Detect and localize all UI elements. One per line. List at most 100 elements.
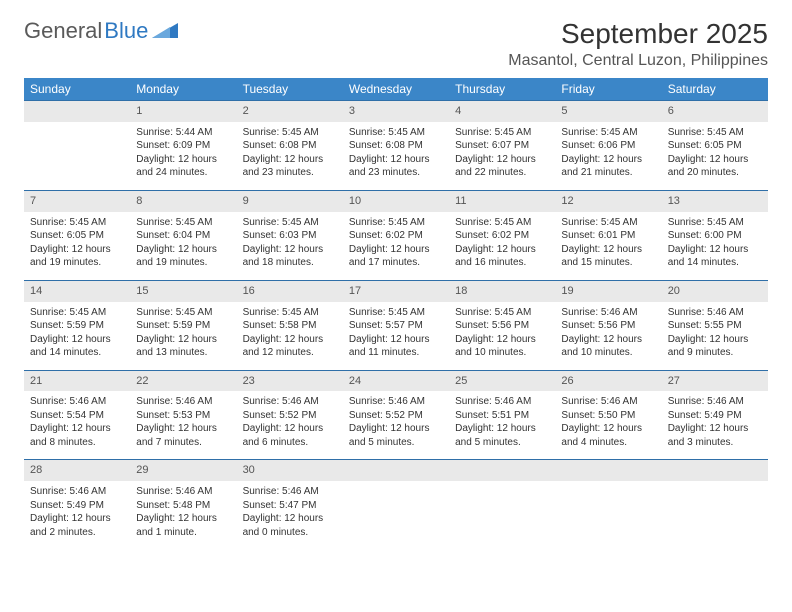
day-number-cell: 28 xyxy=(24,460,130,481)
detail-line: Daylight: 12 hours xyxy=(243,153,337,167)
detail-line: and 0 minutes. xyxy=(243,526,337,540)
day-number-cell: 10 xyxy=(343,190,449,211)
day-detail-cell: Sunrise: 5:45 AMSunset: 6:07 PMDaylight:… xyxy=(449,122,555,191)
detail-line: Sunset: 5:52 PM xyxy=(243,409,337,423)
detail-line: Daylight: 12 hours xyxy=(668,333,762,347)
day-number-row: 21222324252627 xyxy=(24,370,768,391)
day-number-cell xyxy=(24,101,130,122)
day-detail-cell: Sunrise: 5:45 AMSunset: 6:05 PMDaylight:… xyxy=(662,122,768,191)
detail-line: Daylight: 12 hours xyxy=(668,243,762,257)
detail-line: Sunrise: 5:45 AM xyxy=(30,216,124,230)
day-detail-row: Sunrise: 5:45 AMSunset: 5:59 PMDaylight:… xyxy=(24,302,768,371)
day-number-cell: 2 xyxy=(237,101,343,122)
detail-line: Sunrise: 5:46 AM xyxy=(668,395,762,409)
detail-line: and 11 minutes. xyxy=(349,346,443,360)
detail-line: Sunrise: 5:46 AM xyxy=(30,395,124,409)
detail-line: Sunrise: 5:45 AM xyxy=(243,126,337,140)
detail-line: Daylight: 12 hours xyxy=(30,333,124,347)
day-number-cell: 6 xyxy=(662,101,768,122)
detail-line: Sunset: 5:56 PM xyxy=(455,319,549,333)
detail-line: and 10 minutes. xyxy=(455,346,549,360)
day-number-cell: 19 xyxy=(555,280,661,301)
day-number-cell: 24 xyxy=(343,370,449,391)
day-number-row: 282930 xyxy=(24,460,768,481)
detail-line: Sunrise: 5:45 AM xyxy=(349,126,443,140)
day-header: Friday xyxy=(555,78,661,101)
detail-line: Daylight: 12 hours xyxy=(561,333,655,347)
day-detail-cell: Sunrise: 5:46 AMSunset: 5:53 PMDaylight:… xyxy=(130,391,236,460)
detail-line: Sunrise: 5:46 AM xyxy=(561,306,655,320)
detail-line: Daylight: 12 hours xyxy=(243,512,337,526)
detail-line: Sunset: 5:56 PM xyxy=(561,319,655,333)
detail-line: and 18 minutes. xyxy=(243,256,337,270)
detail-line: Daylight: 12 hours xyxy=(136,243,230,257)
day-detail-cell: Sunrise: 5:46 AMSunset: 5:49 PMDaylight:… xyxy=(662,391,768,460)
brand-triangle-icon xyxy=(152,18,178,44)
detail-line: Daylight: 12 hours xyxy=(349,243,443,257)
day-detail-cell: Sunrise: 5:46 AMSunset: 5:52 PMDaylight:… xyxy=(343,391,449,460)
detail-line: and 7 minutes. xyxy=(136,436,230,450)
calendar-head: SundayMondayTuesdayWednesdayThursdayFrid… xyxy=(24,78,768,101)
detail-line: Sunset: 5:58 PM xyxy=(243,319,337,333)
detail-line: Daylight: 12 hours xyxy=(243,333,337,347)
day-header: Saturday xyxy=(662,78,768,101)
day-number-cell: 23 xyxy=(237,370,343,391)
day-header: Wednesday xyxy=(343,78,449,101)
day-number-cell: 7 xyxy=(24,190,130,211)
day-header: Sunday xyxy=(24,78,130,101)
day-number-cell: 15 xyxy=(130,280,236,301)
detail-line: and 13 minutes. xyxy=(136,346,230,360)
detail-line: Daylight: 12 hours xyxy=(136,422,230,436)
detail-line: and 14 minutes. xyxy=(668,256,762,270)
detail-line: Sunrise: 5:45 AM xyxy=(455,216,549,230)
detail-line: Sunrise: 5:45 AM xyxy=(561,126,655,140)
day-header: Tuesday xyxy=(237,78,343,101)
day-detail-cell: Sunrise: 5:45 AMSunset: 6:06 PMDaylight:… xyxy=(555,122,661,191)
detail-line: Sunrise: 5:45 AM xyxy=(455,126,549,140)
detail-line: Daylight: 12 hours xyxy=(243,422,337,436)
day-detail-cell: Sunrise: 5:45 AMSunset: 6:03 PMDaylight:… xyxy=(237,212,343,281)
day-detail-cell: Sunrise: 5:45 AMSunset: 5:58 PMDaylight:… xyxy=(237,302,343,371)
detail-line: Sunset: 6:03 PM xyxy=(243,229,337,243)
detail-line: Sunset: 5:55 PM xyxy=(668,319,762,333)
day-number-cell: 12 xyxy=(555,190,661,211)
day-detail-cell: Sunrise: 5:46 AMSunset: 5:49 PMDaylight:… xyxy=(24,481,130,549)
day-detail-row: Sunrise: 5:46 AMSunset: 5:49 PMDaylight:… xyxy=(24,481,768,549)
detail-line: Daylight: 12 hours xyxy=(136,512,230,526)
detail-line: Sunset: 5:50 PM xyxy=(561,409,655,423)
detail-line: Daylight: 12 hours xyxy=(30,512,124,526)
detail-line: Sunset: 6:08 PM xyxy=(349,139,443,153)
detail-line: Daylight: 12 hours xyxy=(455,333,549,347)
detail-line: and 12 minutes. xyxy=(243,346,337,360)
detail-line: Sunrise: 5:46 AM xyxy=(243,485,337,499)
day-number-cell: 25 xyxy=(449,370,555,391)
day-number-cell: 21 xyxy=(24,370,130,391)
day-detail-cell xyxy=(555,481,661,549)
day-header: Thursday xyxy=(449,78,555,101)
day-detail-cell: Sunrise: 5:45 AMSunset: 6:00 PMDaylight:… xyxy=(662,212,768,281)
detail-line: Daylight: 12 hours xyxy=(561,243,655,257)
day-number-cell: 18 xyxy=(449,280,555,301)
day-detail-cell: Sunrise: 5:45 AMSunset: 6:02 PMDaylight:… xyxy=(449,212,555,281)
detail-line: Daylight: 12 hours xyxy=(349,153,443,167)
detail-line: Daylight: 12 hours xyxy=(561,422,655,436)
day-detail-cell: Sunrise: 5:45 AMSunset: 6:01 PMDaylight:… xyxy=(555,212,661,281)
calendar-body: 123456Sunrise: 5:44 AMSunset: 6:09 PMDay… xyxy=(24,101,768,550)
location-subtitle: Masantol, Central Luzon, Philippines xyxy=(508,52,768,70)
day-number-cell xyxy=(555,460,661,481)
detail-line: and 15 minutes. xyxy=(561,256,655,270)
detail-line: Daylight: 12 hours xyxy=(136,153,230,167)
day-detail-row: Sunrise: 5:44 AMSunset: 6:09 PMDaylight:… xyxy=(24,122,768,191)
day-number-cell: 14 xyxy=(24,280,130,301)
day-number-cell: 17 xyxy=(343,280,449,301)
day-number-row: 123456 xyxy=(24,101,768,122)
day-detail-cell: Sunrise: 5:46 AMSunset: 5:54 PMDaylight:… xyxy=(24,391,130,460)
detail-line: Daylight: 12 hours xyxy=(136,333,230,347)
detail-line: and 9 minutes. xyxy=(668,346,762,360)
day-header-row: SundayMondayTuesdayWednesdayThursdayFrid… xyxy=(24,78,768,101)
detail-line: Sunset: 6:05 PM xyxy=(30,229,124,243)
day-number-cell xyxy=(343,460,449,481)
detail-line: and 5 minutes. xyxy=(455,436,549,450)
detail-line: and 23 minutes. xyxy=(349,166,443,180)
day-detail-cell: Sunrise: 5:46 AMSunset: 5:55 PMDaylight:… xyxy=(662,302,768,371)
